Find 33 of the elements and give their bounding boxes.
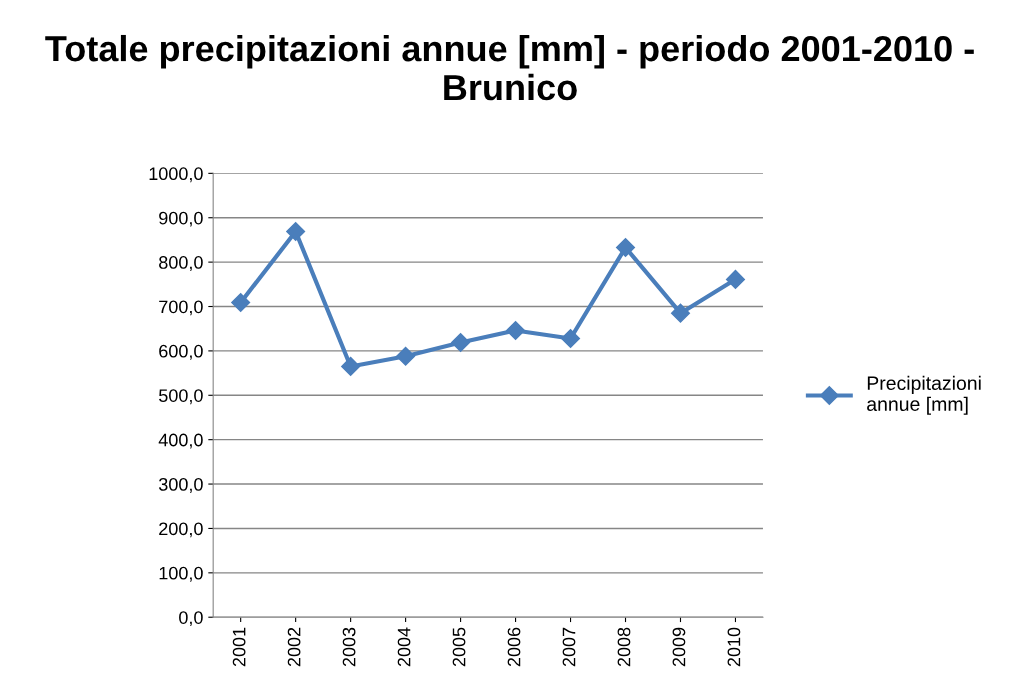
- y-tick-label: 900,0: [159, 211, 203, 227]
- y-tick-label: 1000,0: [149, 167, 203, 183]
- x-tick-label: 2001: [232, 627, 246, 667]
- point: [341, 356, 361, 376]
- y-tick-label: 400,0: [158, 433, 203, 449]
- y-tick-label: 200,0: [159, 522, 203, 538]
- x-tick-label: 2009: [672, 627, 686, 667]
- y-tick-label: 300,0: [158, 477, 203, 493]
- point: [615, 237, 636, 258]
- x-tick-label: 2002: [287, 627, 301, 667]
- x-tick-label: 2006: [507, 627, 521, 667]
- point: [451, 332, 471, 352]
- x-tick-label: 2004: [397, 627, 411, 667]
- x-tick-label: 2003: [342, 627, 356, 667]
- y-tick-label: 100,0: [159, 566, 203, 582]
- x-tick-label: 2008: [617, 627, 631, 667]
- y-tick-label: 0,0: [179, 611, 203, 627]
- point: [670, 303, 691, 323]
- y-tick-label: 800,0: [159, 256, 203, 271]
- y-tick-label: 600,0: [159, 344, 203, 360]
- point: [506, 320, 526, 341]
- point: [725, 269, 746, 289]
- point: [561, 328, 581, 349]
- point: [286, 221, 306, 242]
- x-tick-label: 2005: [452, 627, 466, 667]
- point: [396, 346, 416, 366]
- point: [231, 292, 251, 313]
- legend-label: Precipitazioni annue [mm]: [867, 375, 981, 415]
- x-tick-label: 2010: [727, 627, 741, 667]
- x-tick-label: 2007: [562, 627, 576, 667]
- chart-title: Totale precipitazioni annue [mm] - periodo 2001-2010 - Brunico: [45, 34, 974, 101]
- y-tick-label: 700,0: [159, 300, 203, 316]
- y-tick-label: 500,0: [159, 389, 203, 405]
